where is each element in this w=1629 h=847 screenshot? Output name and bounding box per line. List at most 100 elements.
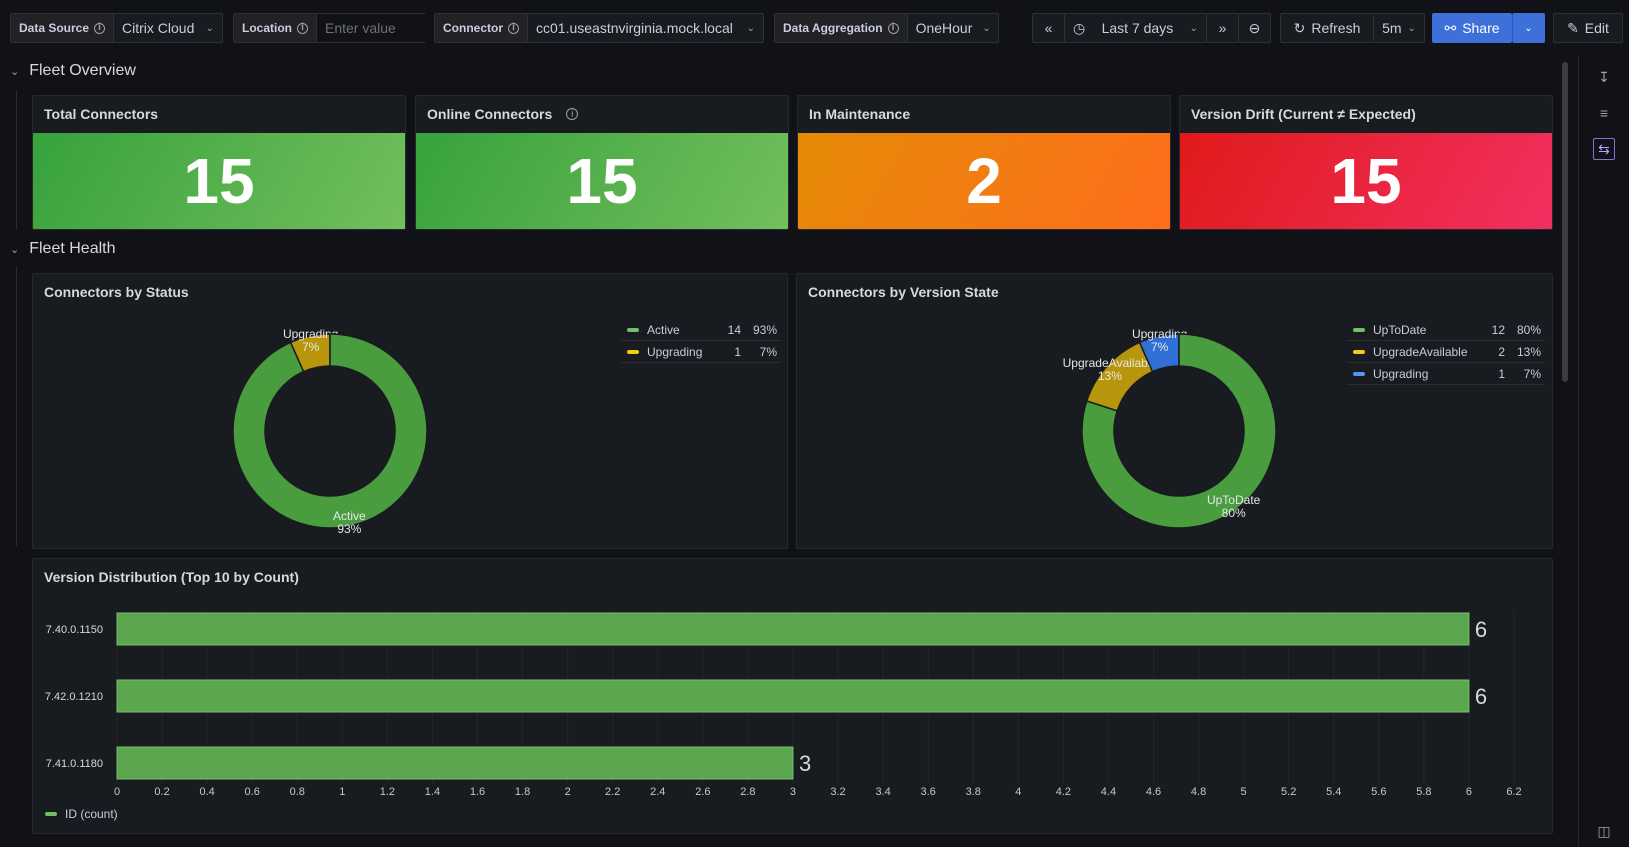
- legend-percent: 7%: [1523, 366, 1541, 381]
- row-fleet-health[interactable]: ⌄ Fleet Health: [10, 240, 115, 258]
- chevron-down-icon: ⌄: [1189, 22, 1198, 34]
- time-range-value: Last 7 days: [1101, 20, 1174, 36]
- x-tick-label: 1: [339, 786, 345, 798]
- legend-item-active[interactable]: Active 14 93%: [621, 319, 781, 341]
- pie-panel-version-state[interactable]: Connectors by Version State UpgradeAvail…: [796, 273, 1553, 549]
- stat-panel-version-drift[interactable]: Version Drift (Current ≠ Expected) 15: [1179, 95, 1553, 230]
- time-forward-button[interactable]: »: [1206, 13, 1239, 43]
- outline-icon[interactable]: ≡: [1599, 105, 1609, 121]
- clock-icon: ◷: [1073, 19, 1086, 36]
- refresh-icon: ↻: [1293, 19, 1306, 36]
- pie-panel-status[interactable]: Connectors by Status Upgrading 7% Active 93…: [32, 273, 788, 549]
- legend-swatch: [1353, 349, 1365, 354]
- legend-swatch: [627, 349, 639, 354]
- import-icon[interactable]: ↧: [1598, 68, 1610, 85]
- slice-percent: 7%: [1151, 340, 1169, 354]
- legend-status: Active 14 93% Upgrading 1 7%: [621, 319, 781, 363]
- connector-select[interactable]: cc01.useastnvirginia.mock.local ⌄: [528, 14, 763, 42]
- x-tick-label: 3.2: [830, 786, 845, 798]
- x-tick-label: 2: [565, 786, 571, 798]
- y-category-label: 7.40.0.1150: [46, 624, 103, 636]
- info-icon[interactable]: i: [566, 108, 579, 120]
- stat-value: 15: [1180, 133, 1552, 229]
- stat-panel-total[interactable]: Total Connectors 15: [32, 95, 406, 230]
- pencil-icon: ✎: [1567, 19, 1579, 36]
- x-tick-label: 4.2: [1056, 786, 1071, 798]
- legend-percent: 93%: [752, 322, 777, 337]
- zoom-out-icon: ⊖: [1248, 19, 1261, 36]
- connector-label-text: Connector: [443, 21, 503, 35]
- bar-value-label: 3: [799, 751, 811, 776]
- share-label: Share: [1462, 20, 1500, 36]
- time-back-button[interactable]: «: [1032, 13, 1065, 43]
- refresh-button[interactable]: ↻ Refresh: [1280, 13, 1374, 43]
- stat-panel-online[interactable]: Online Connectors i 15: [415, 95, 789, 230]
- x-tick-label: 5.8: [1416, 786, 1431, 798]
- swap-icon[interactable]: ⇆: [1593, 138, 1615, 160]
- x-tick-label: 1.2: [380, 786, 395, 798]
- zoom-out-button[interactable]: ⊖: [1238, 13, 1271, 43]
- y-category-label: 7.42.0.1210: [45, 691, 103, 703]
- scrollbar[interactable]: [1562, 62, 1568, 382]
- legend-item-upgradeavailable[interactable]: UpgradeAvailable 2 13%: [1347, 341, 1545, 363]
- bar-7.42.0.1210[interactable]: [116, 679, 1470, 713]
- datasource-select[interactable]: Citrix Cloud ⌄: [114, 14, 222, 42]
- info-icon[interactable]: i: [94, 22, 106, 34]
- info-icon[interactable]: i: [887, 22, 899, 34]
- panel-title: Connectors by Version State: [808, 284, 999, 300]
- info-icon[interactable]: i: [297, 22, 308, 34]
- aggregation-select[interactable]: OneHour ⌄: [908, 14, 999, 42]
- donut-slice-active[interactable]: [232, 333, 428, 529]
- bar-legend[interactable]: ID (count): [45, 807, 118, 821]
- bar-value-label: 6: [1475, 684, 1487, 709]
- x-tick-label: 0.2: [154, 786, 169, 798]
- x-tick-label: 6: [1466, 786, 1472, 798]
- dock-panel-icon[interactable]: ◫: [1597, 822, 1611, 839]
- panel-title: Version Drift (Current ≠ Expected): [1191, 106, 1416, 122]
- x-tick-label: 2.8: [740, 786, 755, 798]
- location-label: Location i: [234, 14, 317, 42]
- edit-label: Edit: [1584, 20, 1609, 36]
- stat-panel-maintenance[interactable]: In Maintenance 2: [797, 95, 1171, 230]
- slice-percent: 80%: [1222, 506, 1246, 520]
- bar-7.41.0.1180[interactable]: [116, 746, 794, 780]
- connector-variable[interactable]: Connector i cc01.useastnvirginia.mock.loc…: [434, 13, 764, 43]
- x-tick-label: 2.4: [650, 786, 665, 798]
- legend-swatch: [627, 327, 639, 332]
- legend-item-upgrading[interactable]: Upgrading 1 7%: [1347, 363, 1545, 385]
- x-tick-label: 1.8: [515, 786, 530, 798]
- x-tick-label: 3.4: [875, 786, 890, 798]
- datasource-value: Citrix Cloud: [122, 20, 195, 36]
- legend-item-upgrading[interactable]: Upgrading 1 7%: [621, 341, 781, 363]
- panel-title-wrap: Online Connectors i: [427, 106, 579, 122]
- location-variable[interactable]: Location i: [233, 13, 427, 43]
- bar-panel-version-distribution[interactable]: Version Distribution (Top 10 by Count) 0…: [32, 558, 1553, 834]
- edit-button[interactable]: ✎ Edit: [1553, 13, 1623, 43]
- location-input[interactable]: [317, 14, 427, 42]
- x-tick-label: 4.4: [1101, 786, 1116, 798]
- legend-percent: 13%: [1516, 344, 1541, 359]
- slice-label: UpToDate: [1207, 493, 1261, 507]
- bar-7.40.0.1150[interactable]: [116, 612, 1470, 646]
- legend-item-uptodate[interactable]: UpToDate 12 80%: [1347, 319, 1545, 341]
- slice-label: Upgrading: [1132, 327, 1187, 341]
- location-label-text: Location: [242, 21, 292, 35]
- refresh-interval-select[interactable]: 5m ⌄: [1373, 13, 1425, 43]
- row-indent-line: [16, 266, 17, 546]
- x-tick-label: 3.8: [966, 786, 981, 798]
- x-tick-label: 6.2: [1506, 786, 1521, 798]
- share-button[interactable]: ⚯ Share: [1432, 13, 1512, 43]
- share-menu-button[interactable]: ⌄: [1512, 13, 1545, 43]
- legend-value: 1: [734, 344, 741, 359]
- donut-slice-uptodate[interactable]: [1081, 333, 1277, 529]
- x-tick-label: 1.6: [470, 786, 485, 798]
- row-fleet-overview[interactable]: ⌄ Fleet Overview: [10, 62, 136, 80]
- time-range-picker[interactable]: ◷ Last 7 days ⌄: [1064, 13, 1207, 43]
- legend-name: Upgrading: [1373, 366, 1429, 381]
- datasource-variable[interactable]: Data Source i Citrix Cloud ⌄: [10, 13, 223, 43]
- slice-label: Active: [333, 509, 366, 523]
- legend-value: 14: [727, 322, 741, 337]
- aggregation-variable[interactable]: Data Aggregation i OneHour ⌄: [774, 13, 999, 43]
- info-icon[interactable]: i: [508, 22, 519, 34]
